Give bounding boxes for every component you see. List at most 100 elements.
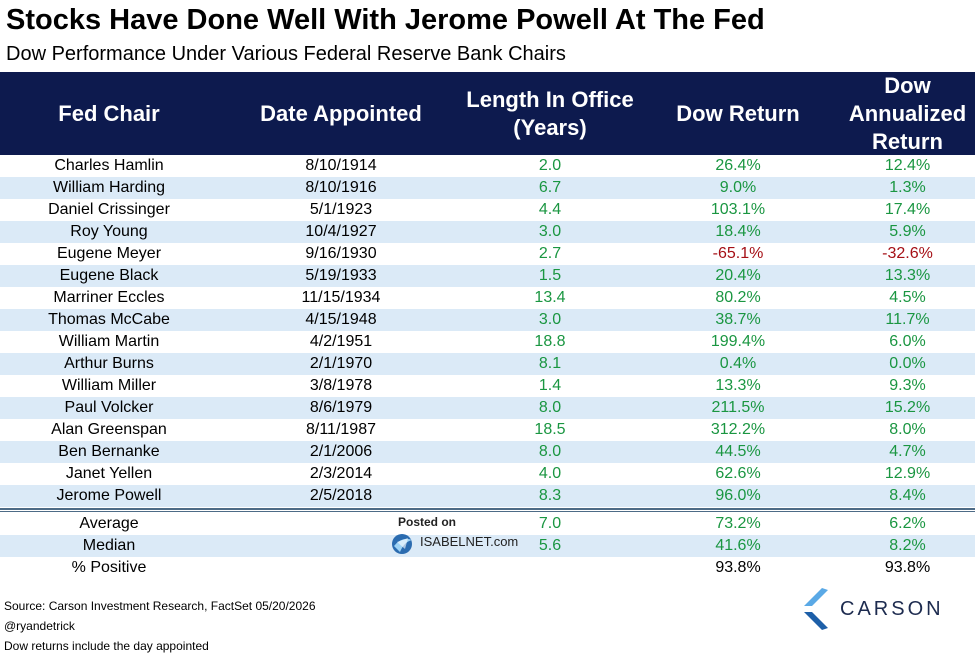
cell-dow-return: 0.4% [719, 355, 757, 372]
cell-fed-chair: Eugene Meyer [56, 245, 162, 262]
cell-dow-annualized-return: 17.4% [884, 201, 931, 218]
table-row: Eugene Meyer 9/16/1930 2.7 -65.1% -32.6% [0, 243, 975, 265]
watermark-site: ISABELNET.com [420, 534, 519, 549]
cell-date-appointed: 9/16/1930 [305, 245, 377, 262]
cell-dow-annualized-return: 8.0% [889, 421, 926, 438]
cell-length-in-office: 18.8 [534, 333, 566, 350]
cell-length-in-office: 7.0 [538, 515, 562, 532]
table-row: Eugene Black 5/19/1933 1.5 20.4% 13.3% [0, 265, 975, 287]
cell-dow-return: 38.7% [715, 311, 761, 328]
cell-fed-chair: Marriner Eccles [53, 289, 165, 306]
cell-date-appointed: 5/19/1933 [305, 267, 377, 284]
cell-fed-chair: Charles Hamlin [54, 157, 164, 174]
footer-handle: @ryandetrick [4, 619, 75, 633]
cell-dow-return: 44.5% [715, 443, 761, 460]
summary-row: Median 5.6 41.6% 8.2% [0, 535, 975, 557]
cell-dow-return: 93.8% [715, 559, 761, 576]
cell-length-in-office: 3.0 [538, 223, 562, 240]
table-row: Daniel Crissinger 5/1/1923 4.4 103.1% 17.4% [0, 199, 975, 221]
header-length-line2: (Years) [513, 114, 587, 140]
summary-row: Average 7.0 73.2% 6.2% [0, 513, 975, 535]
cell-fed-chair: Arthur Burns [64, 355, 154, 372]
cell-dow-return: 73.2% [715, 515, 761, 532]
header-length-line1: Length In Office [466, 86, 634, 112]
table-row: Arthur Burns 2/1/1970 8.1 0.4% 0.0% [0, 353, 975, 375]
cell-dow-return: 312.2% [710, 421, 766, 438]
isabelnet-watermark: Posted on ISABELNET.com [390, 512, 540, 556]
cell-dow-return: 41.6% [715, 537, 761, 554]
cell-dow-return: 62.6% [715, 465, 761, 482]
cell-dow-annualized-return: 15.2% [884, 399, 931, 416]
cell-date-appointed: 8/11/1987 [306, 421, 376, 438]
cell-dow-annualized-return: 0.0% [889, 355, 926, 372]
cell-length-in-office: 2.7 [538, 245, 562, 262]
cell-length-in-office: 4.0 [538, 465, 562, 482]
cell-fed-chair: Alan Greenspan [51, 421, 167, 438]
cell-length-in-office: 1.4 [538, 377, 562, 394]
cell-length-in-office: 8.3 [538, 487, 562, 504]
cell-fed-chair: Eugene Black [59, 267, 159, 284]
cell-length-in-office: 8.1 [538, 355, 562, 372]
table-row: Marriner Eccles 11/15/1934 13.4 80.2% 4.5% [0, 287, 975, 309]
header-annualized-line3: Return [872, 128, 943, 154]
carson-logo: CARSON [800, 586, 960, 632]
isabelnet-logo-icon [392, 534, 412, 554]
cell-fed-chair: William Miller [61, 377, 157, 394]
cell-date-appointed: 2/1/1970 [309, 355, 373, 372]
cell-dow-return: 199.4% [710, 333, 766, 350]
cell-date-appointed: 3/8/1978 [309, 377, 373, 394]
cell-date-appointed: 10/4/1927 [305, 223, 377, 240]
cell-length-in-office: 18.5 [534, 421, 566, 438]
cell-fed-chair: William Martin [58, 333, 160, 350]
cell-dow-annualized-return: 13.3% [884, 267, 931, 284]
cell-date-appointed: 2/3/2014 [309, 465, 373, 482]
watermark-posted-on: Posted on [398, 515, 457, 529]
cell-date-appointed: 4/2/1951 [309, 333, 373, 350]
header-dow-annualized-return: Dow Annualized Return [840, 72, 975, 156]
cell-dow-return: 96.0% [715, 487, 761, 504]
cell-dow-annualized-return: 9.3% [889, 377, 926, 394]
cell-dow-return: 13.3% [715, 377, 761, 394]
cell-dow-annualized-return: 6.0% [889, 333, 926, 350]
cell-dow-annualized-return: 8.4% [889, 487, 926, 504]
cell-length-in-office: 13.4 [534, 289, 566, 306]
cell-dow-annualized-return: 5.9% [889, 223, 926, 240]
cell-date-appointed: 2/5/2018 [309, 487, 373, 504]
cell-fed-chair: Janet Yellen [65, 465, 153, 482]
performance-table: Fed Chair Date Appointed Length In Offic… [0, 72, 975, 579]
cell-length-in-office: 3.0 [538, 311, 562, 328]
cell-length-in-office: 8.0 [538, 399, 562, 416]
table-row: Paul Volcker 8/6/1979 8.0 211.5% 15.2% [0, 397, 975, 419]
cell-dow-annualized-return: -32.6% [882, 245, 933, 262]
cell-dow-annualized-return: 93.8% [884, 559, 931, 576]
cell-fed-chair: Jerome Powell [56, 487, 162, 504]
cell-fed-chair: Paul Volcker [64, 399, 154, 416]
cell-length-in-office: 4.4 [538, 201, 562, 218]
cell-length-in-office: 1.5 [538, 267, 562, 284]
cell-length-in-office: 8.0 [538, 443, 562, 460]
cell-date-appointed: 8/10/1914 [305, 157, 377, 174]
table-row: Alan Greenspan 8/11/1987 18.5 312.2% 8.0% [0, 419, 975, 441]
carson-chevron-icon [804, 588, 828, 630]
cell-dow-return: 9.0% [719, 179, 757, 196]
table-row: William Martin 4/2/1951 18.8 199.4% 6.0% [0, 331, 975, 353]
chart-title: Stocks Have Done Well With Jerome Powell… [6, 4, 765, 36]
cell-dow-annualized-return: 12.9% [884, 465, 931, 482]
cell-date-appointed: 2/1/2006 [309, 443, 373, 460]
cell-date-appointed: 8/10/1916 [305, 179, 377, 196]
header-annualized-line1: Dow [884, 72, 931, 98]
table-row: Thomas McCabe 4/15/1948 3.0 38.7% 11.7% [0, 309, 975, 331]
table-header: Fed Chair Date Appointed Length In Offic… [0, 72, 975, 155]
cell-dow-annualized-return: 8.2% [889, 537, 926, 554]
table-row: Roy Young 10/4/1927 3.0 18.4% 5.9% [0, 221, 975, 243]
cell-dow-annualized-return: 12.4% [884, 157, 931, 174]
cell-fed-chair: Average [79, 515, 139, 532]
cell-date-appointed: 8/6/1979 [309, 399, 373, 416]
header-length-in-office: Length In Office (Years) [464, 86, 636, 142]
cell-dow-annualized-return: 6.2% [889, 515, 926, 532]
table-row: William Harding 8/10/1916 6.7 9.0% 1.3% [0, 177, 975, 199]
footer-notes: Source: Carson Investment Research, Fact… [4, 596, 316, 656]
header-dow-return: Dow Return [676, 100, 800, 126]
header-date-appointed: Date Appointed [260, 100, 422, 126]
table-row: William Miller 3/8/1978 1.4 13.3% 9.3% [0, 375, 975, 397]
